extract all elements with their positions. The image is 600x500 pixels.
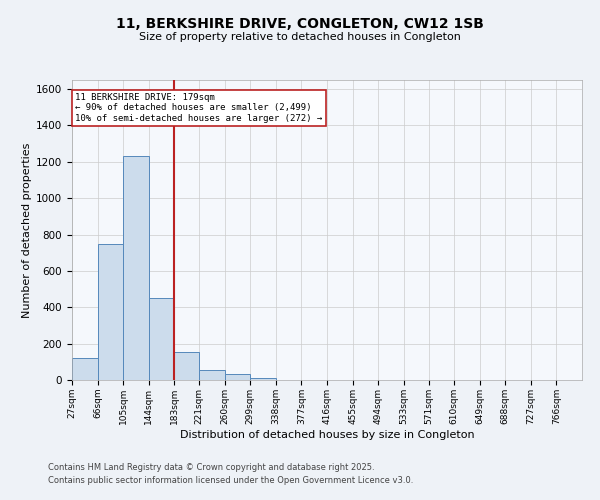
X-axis label: Distribution of detached houses by size in Congleton: Distribution of detached houses by size … — [179, 430, 475, 440]
Text: Size of property relative to detached houses in Congleton: Size of property relative to detached ho… — [139, 32, 461, 42]
Text: Contains public sector information licensed under the Open Government Licence v3: Contains public sector information licen… — [48, 476, 413, 485]
Text: 11, BERKSHIRE DRIVE, CONGLETON, CW12 1SB: 11, BERKSHIRE DRIVE, CONGLETON, CW12 1SB — [116, 18, 484, 32]
Bar — [225, 374, 250, 380]
Bar — [174, 352, 199, 380]
Bar — [199, 370, 225, 380]
Text: Contains HM Land Registry data © Crown copyright and database right 2025.: Contains HM Land Registry data © Crown c… — [48, 464, 374, 472]
Bar — [98, 244, 123, 380]
Y-axis label: Number of detached properties: Number of detached properties — [22, 142, 32, 318]
Bar — [72, 358, 98, 380]
Bar — [250, 378, 276, 380]
Text: 11 BERKSHIRE DRIVE: 179sqm
← 90% of detached houses are smaller (2,499)
10% of s: 11 BERKSHIRE DRIVE: 179sqm ← 90% of deta… — [75, 92, 323, 122]
Bar — [123, 156, 149, 380]
Bar — [149, 298, 174, 380]
